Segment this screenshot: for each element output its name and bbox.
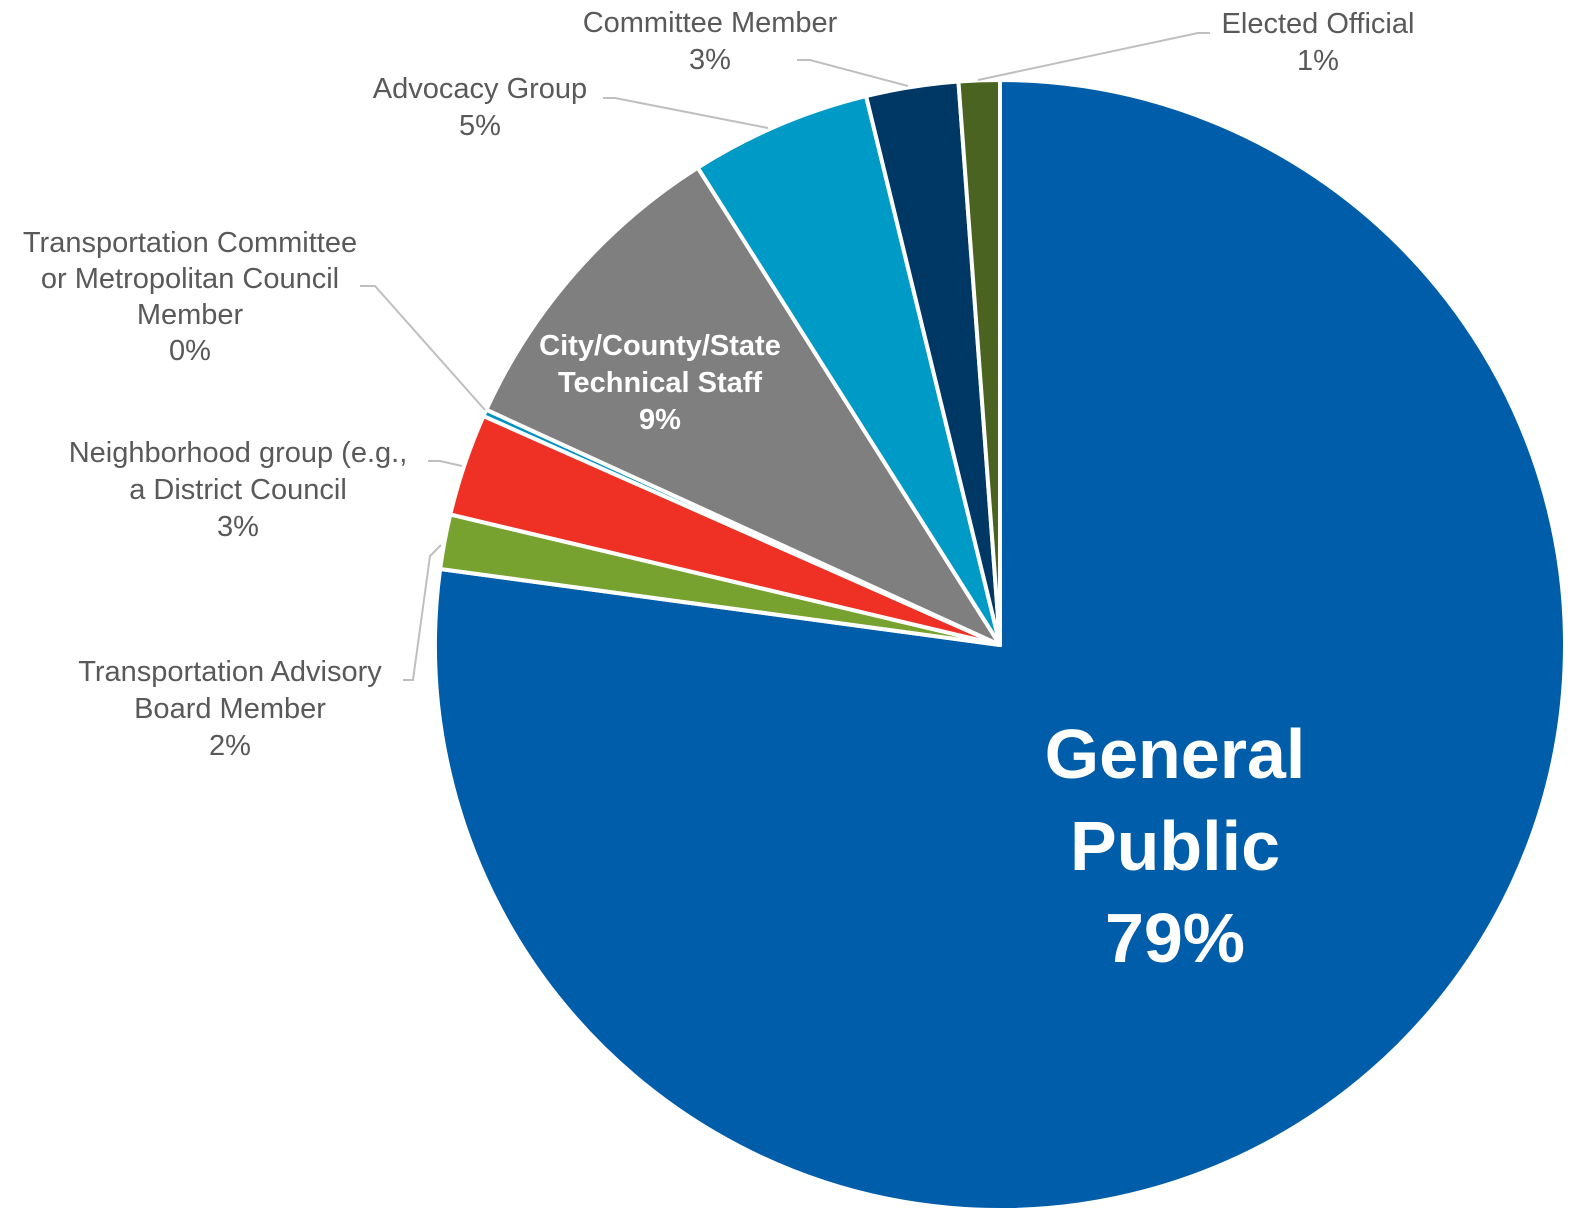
leader-line-committee-member [797,59,909,87]
leader-line-transportation-advisory-board-member [403,544,442,681]
label-general-public: General Public 79% [1045,715,1306,977]
label-committee-member: Committee Member 3% [583,7,838,76]
leader-line-transportation-committee-or-metropolitan-council-member [360,285,486,411]
label-transportation-committee-or-metropolitan-council-member: Transportation Committee or Metropolitan … [23,227,357,367]
slice-labels: General Public 79% Transportation Advisory B… [23,7,1415,977]
label-transportation-advisory-board-member: Transportation Advisory Board Member 2% [78,656,382,762]
slice-advocacy-group [695,94,1002,647]
leader-line-advocacy-group [603,97,769,129]
pie-slices [433,78,1567,1212]
label-advocacy-group: Advocacy Group 5% [373,73,587,142]
label-elected-official: Elected Official 1% [1222,8,1415,77]
label-neighborhood-group-e-g-a-district-council: Neighborhood group (e.g., a District Coun… [69,437,408,543]
slice-city-county-state-technical-staff [484,165,1002,647]
label-city-county-state-technical-staff: City/County/State Technical Staff 9% [539,330,781,436]
leader-line-elected-official [977,32,1210,81]
leader-lines [360,32,1210,681]
leader-line-neighborhood-group-e-g-a-district-council [428,460,463,467]
